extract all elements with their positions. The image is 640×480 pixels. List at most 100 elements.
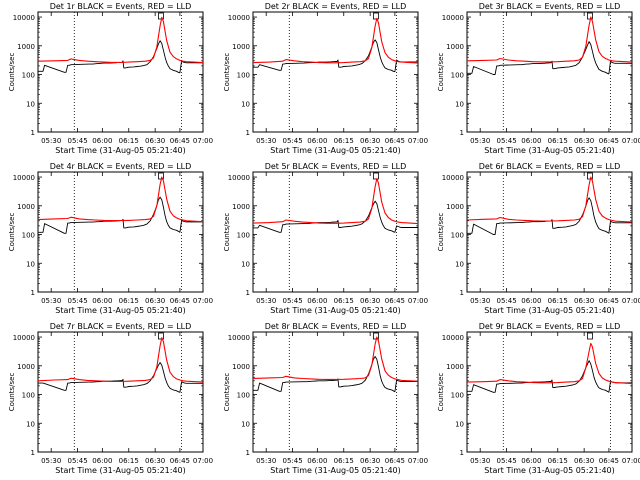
x-tick-label: 05:30 bbox=[470, 457, 490, 465]
lld-series-line bbox=[252, 178, 419, 225]
y-axis-label: Counts/sec bbox=[8, 373, 16, 412]
plot-frame bbox=[37, 331, 204, 453]
x-axis-label: Start Time (31-Aug-05 05:21:40) bbox=[484, 466, 615, 475]
x-axis-label: Start Time (31-Aug-05 05:21:40) bbox=[484, 306, 615, 315]
y-tick-label: 1000 bbox=[17, 363, 35, 371]
detector-panel: Det 7r BLACK = Events, RED = LLD 1 10 100 10… bbox=[8, 322, 213, 475]
y-axis-label: Counts/sec bbox=[8, 53, 16, 92]
y-tick-label: 10 bbox=[455, 100, 464, 108]
x-tick-label: 06:30 bbox=[145, 457, 165, 465]
y-tick-label: 10 bbox=[241, 260, 250, 268]
x-tick-label: 05:45 bbox=[68, 297, 88, 305]
x-tick-label: 06:15 bbox=[119, 457, 139, 465]
x-tick-label: 07:00 bbox=[622, 297, 640, 305]
x-tick-label: 07:00 bbox=[622, 137, 640, 145]
x-tick-label: 05:30 bbox=[256, 297, 276, 305]
x-tick-label: 06:15 bbox=[334, 137, 354, 145]
events-series-line bbox=[467, 197, 632, 235]
y-axis-label: Counts/sec bbox=[8, 213, 16, 252]
y-tick-label: 100 bbox=[451, 392, 464, 400]
x-tick-label: 06:30 bbox=[574, 457, 594, 465]
detector-panel: Det 2r BLACK = Events, RED = LLD 1 10 100 10… bbox=[223, 2, 428, 155]
panel-title: Det 3r BLACK = Events, RED = LLD bbox=[479, 2, 621, 11]
panel-title: Det 4r BLACK = Events, RED = LLD bbox=[50, 162, 192, 171]
x-axis-label: Start Time (31-Aug-05 05:21:40) bbox=[55, 306, 186, 315]
y-tick-label: 100 bbox=[237, 72, 250, 80]
y-axis-label: Counts/sec bbox=[223, 373, 231, 412]
x-tick-label: 05:45 bbox=[283, 137, 303, 145]
y-tick-label: 10 bbox=[241, 420, 250, 428]
x-tick-label: 07:00 bbox=[408, 297, 428, 305]
y-tick-label: 10000 bbox=[442, 174, 464, 182]
y-tick-label: 1 bbox=[460, 449, 464, 457]
y-tick-label: 1 bbox=[31, 449, 35, 457]
x-tick-label: 06:30 bbox=[574, 297, 594, 305]
y-tick-label: 10000 bbox=[442, 334, 464, 342]
x-tick-label: 05:45 bbox=[497, 457, 517, 465]
x-tick-label: 06:45 bbox=[385, 137, 405, 145]
y-tick-label: 1 bbox=[460, 129, 464, 137]
lld-series-line bbox=[466, 16, 633, 63]
y-tick-label: 10 bbox=[455, 420, 464, 428]
x-tick-label: 05:45 bbox=[68, 137, 88, 145]
detector-panel: Det 6r BLACK = Events, RED = LLD 1 10 100 10… bbox=[437, 162, 640, 315]
plot-frame bbox=[466, 11, 633, 133]
y-tick-label: 10000 bbox=[228, 14, 250, 22]
x-tick-label: 06:15 bbox=[334, 297, 354, 305]
x-tick-label: 06:15 bbox=[548, 137, 568, 145]
y-tick-label: 1000 bbox=[446, 203, 464, 211]
y-tick-label: 1 bbox=[31, 129, 35, 137]
y-tick-label: 1000 bbox=[446, 43, 464, 51]
plot-frame bbox=[252, 331, 419, 453]
x-tick-label: 06:15 bbox=[119, 297, 139, 305]
x-tick-label: 05:45 bbox=[68, 457, 88, 465]
lld-series-line bbox=[37, 176, 204, 223]
y-tick-label: 1 bbox=[246, 449, 250, 457]
y-tick-label: 1000 bbox=[446, 363, 464, 371]
x-tick-label: 06:00 bbox=[92, 297, 112, 305]
marker-box bbox=[158, 12, 164, 20]
y-tick-label: 10 bbox=[26, 420, 35, 428]
x-tick-label: 06:00 bbox=[521, 297, 541, 305]
x-tick-label: 06:15 bbox=[548, 457, 568, 465]
x-axis-label: Start Time (31-Aug-05 05:21:40) bbox=[55, 146, 186, 155]
y-tick-label: 1 bbox=[246, 289, 250, 297]
x-axis-label: Start Time (31-Aug-05 05:21:40) bbox=[270, 466, 401, 475]
lld-series-line bbox=[252, 336, 419, 382]
x-tick-label: 06:15 bbox=[548, 297, 568, 305]
y-tick-label: 1 bbox=[31, 289, 35, 297]
x-tick-label: 06:00 bbox=[307, 137, 327, 145]
y-tick-label: 1000 bbox=[17, 43, 35, 51]
y-tick-label: 10000 bbox=[13, 14, 35, 22]
x-tick-label: 07:00 bbox=[193, 457, 213, 465]
plot-frame bbox=[252, 171, 419, 293]
x-tick-label: 07:00 bbox=[408, 137, 428, 145]
x-tick-label: 06:30 bbox=[360, 137, 380, 145]
y-tick-label: 10 bbox=[241, 100, 250, 108]
x-tick-label: 05:45 bbox=[497, 137, 517, 145]
events-series-line bbox=[253, 356, 418, 393]
y-tick-label: 100 bbox=[22, 392, 35, 400]
lld-series-line bbox=[252, 17, 419, 64]
x-tick-label: 06:30 bbox=[145, 137, 165, 145]
y-tick-label: 10 bbox=[26, 260, 35, 268]
events-series-line bbox=[467, 41, 632, 75]
events-series-line bbox=[253, 39, 418, 73]
detector-panel: Det 9r BLACK = Events, RED = LLD 1 10 100 10… bbox=[437, 322, 640, 475]
x-tick-label: 06:45 bbox=[599, 297, 619, 305]
x-tick-label: 06:30 bbox=[574, 137, 594, 145]
x-tick-label: 07:00 bbox=[622, 457, 640, 465]
x-tick-label: 05:45 bbox=[497, 297, 517, 305]
x-tick-label: 06:30 bbox=[360, 297, 380, 305]
marker-box bbox=[373, 172, 379, 180]
x-tick-label: 06:45 bbox=[170, 297, 190, 305]
x-tick-label: 06:00 bbox=[307, 297, 327, 305]
marker-box bbox=[158, 332, 164, 340]
marker-box bbox=[587, 332, 593, 340]
panel-title: Det 5r BLACK = Events, RED = LLD bbox=[265, 162, 407, 171]
x-tick-label: 06:45 bbox=[599, 137, 619, 145]
plot-frame bbox=[466, 331, 633, 453]
detector-panel: Det 5r BLACK = Events, RED = LLD 1 10 100 10… bbox=[223, 162, 428, 315]
y-axis-label: Counts/sec bbox=[437, 373, 445, 412]
